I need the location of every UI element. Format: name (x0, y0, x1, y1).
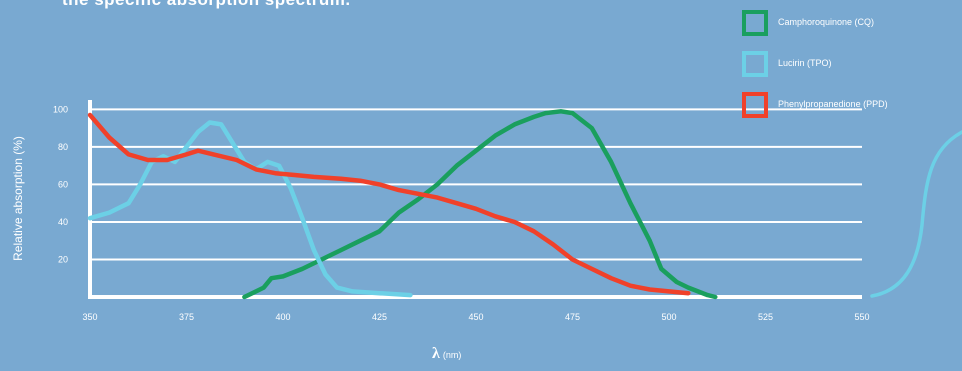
series-line-phenylpropanedione (87, 112, 691, 296)
y-tick-label-100: 100 (53, 104, 68, 114)
legend-swatch-camphoroquinone (742, 10, 768, 36)
legend-item-lucirin: Lucirin (TPO) (742, 51, 957, 81)
x-tick-label-475: 475 (565, 312, 580, 322)
decorative-curve (870, 130, 962, 298)
y-axis-label: Relative absorption (%) (11, 136, 25, 261)
legend-label-lucirin: Lucirin (TPO) (778, 58, 832, 68)
y-tick-label-40: 40 (58, 217, 68, 227)
chart-legend: Camphoroquinone (CQ) Lucirin (TPO) Pheny… (742, 10, 957, 133)
y-tick-label-60: 60 (58, 179, 68, 189)
x-tick-label-375: 375 (179, 312, 194, 322)
y-tick-label-80: 80 (58, 142, 68, 152)
series-line-lucirin (87, 120, 413, 298)
series-line-camphoroquinone (242, 109, 718, 300)
x-axis-label: λ (nm) (432, 345, 461, 362)
x-tick-label-500: 500 (661, 312, 676, 322)
y-tick-label-20: 20 (58, 254, 68, 264)
x-tick-label-450: 450 (468, 312, 483, 322)
x-tick-label-525: 525 (758, 312, 773, 322)
legend-item-phenylpropanedione: Phenylpropanedione (PPD) (742, 92, 957, 122)
legend-item-camphoroquinone: Camphoroquinone (CQ) (742, 10, 957, 40)
legend-label-phenylpropanedione: Phenylpropanedione (PPD) (778, 99, 888, 109)
x-tick-label-550: 550 (854, 312, 869, 322)
x-tick-label-425: 425 (372, 312, 387, 322)
chart-heading-text: the specific absorption spectrum. (62, 0, 351, 10)
legend-label-camphoroquinone: Camphoroquinone (CQ) (778, 17, 875, 27)
legend-swatch-phenylpropanedione (742, 92, 768, 118)
x-tick-label-350: 350 (82, 312, 97, 322)
x-tick-label-400: 400 (275, 312, 290, 322)
legend-swatch-lucirin (742, 51, 768, 77)
